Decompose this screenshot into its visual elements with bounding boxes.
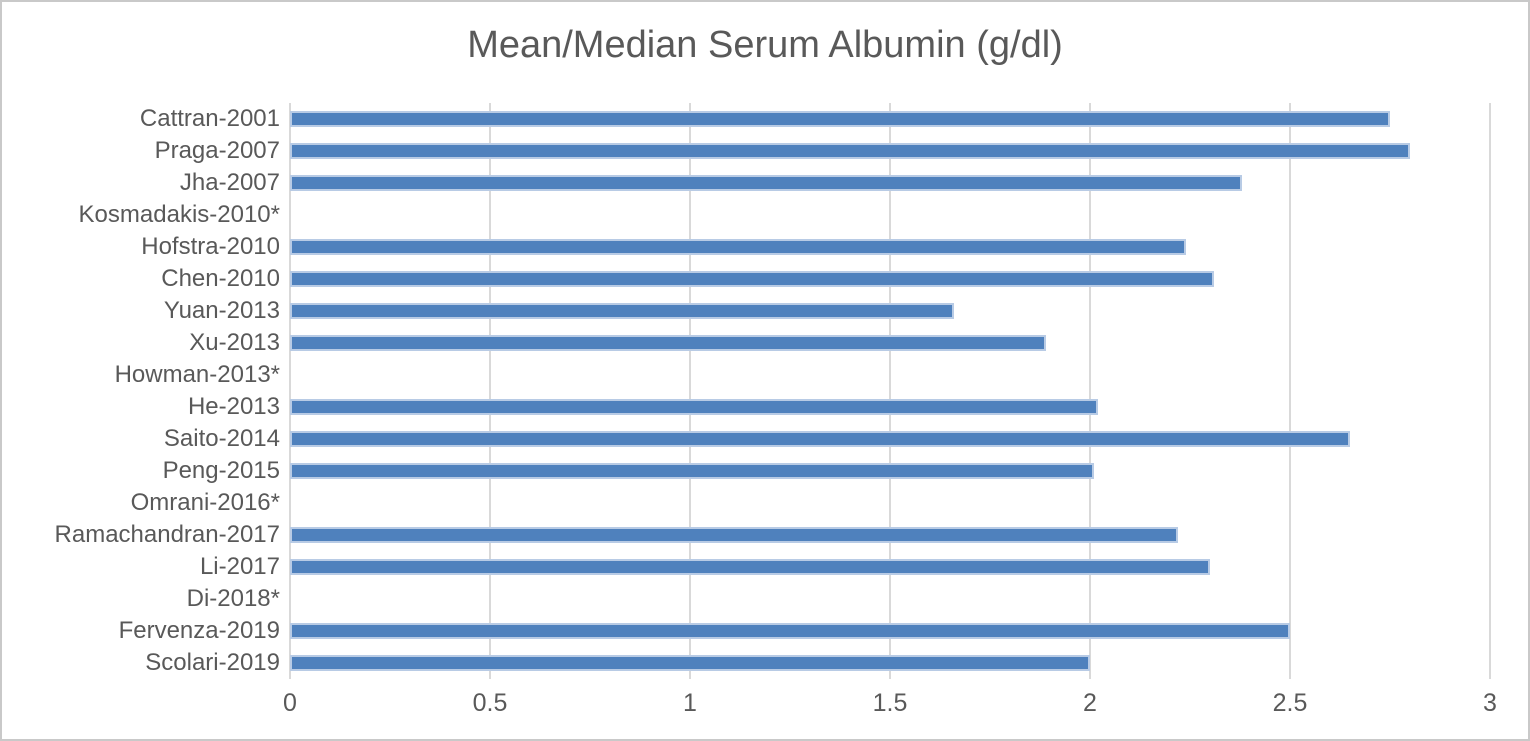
bar <box>290 559 1210 575</box>
bar <box>290 239 1186 255</box>
gridline <box>889 103 891 679</box>
bar <box>290 335 1046 351</box>
x-axis-tick-label: 0.5 <box>472 689 508 717</box>
gridline <box>1089 103 1091 679</box>
y-axis-label: Di-2018* <box>186 585 280 612</box>
gridline <box>1489 103 1491 679</box>
y-axis-label: Howman-2013* <box>114 361 280 388</box>
y-axis-label: He-2013 <box>187 393 280 420</box>
y-axis-label: Praga-2007 <box>154 137 280 164</box>
plot-area <box>289 103 1491 679</box>
bar <box>290 174 1242 191</box>
y-axis-label: Omrani-2016* <box>130 489 280 516</box>
y-axis-label: Scolari-2019 <box>145 649 280 676</box>
bar <box>290 271 1214 287</box>
y-axis-label: Cattran-2001 <box>139 105 280 132</box>
x-axis-tick-label: 2.5 <box>1272 689 1308 717</box>
y-axis-labels: Cattran-2001 Praga-2007 Jha-2007 Kosmadakis… <box>2 103 280 679</box>
x-axis-tick-label: 1.5 <box>872 689 908 717</box>
y-axis-label: Jha-2007 <box>179 169 280 196</box>
y-axis-label: Yuan-2013 <box>163 297 280 324</box>
gridline <box>689 103 691 679</box>
bar <box>290 655 1090 671</box>
bar <box>290 303 954 319</box>
chart-title: Mean/Median Serum Albumin (g/dl) <box>467 24 1063 66</box>
x-axis-tick-label: 3 <box>1483 689 1497 717</box>
bar <box>290 431 1350 447</box>
bar <box>290 399 1098 415</box>
gridline <box>289 103 291 679</box>
y-axis-label: Fervenza-2019 <box>118 617 280 644</box>
y-axis-label: Peng-2015 <box>162 457 280 484</box>
x-axis-tick-label: 1 <box>683 689 697 717</box>
y-axis-label: Li-2017 <box>199 553 280 580</box>
y-axis-label: Kosmadakis-2010* <box>78 201 280 228</box>
y-axis-label: Xu-2013 <box>189 329 280 356</box>
y-axis-label: Hofstra-2010 <box>141 233 280 260</box>
x-axis: 0 0.5 1 1.5 2 2.5 3 <box>283 679 1497 727</box>
gridline <box>1289 103 1291 679</box>
x-axis-tick-label: 2 <box>1083 689 1097 717</box>
y-axis-label: Ramachandran-2017 <box>54 521 280 548</box>
gridline <box>489 103 491 679</box>
bar <box>290 527 1178 543</box>
x-axis-tick-label: 0 <box>283 689 297 717</box>
bar <box>290 623 1290 639</box>
y-axis-label: Chen-2010 <box>161 265 280 292</box>
bar <box>290 463 1094 479</box>
y-axis-label: Saito-2014 <box>163 425 280 452</box>
bar <box>290 111 1390 127</box>
bar <box>290 143 1410 159</box>
